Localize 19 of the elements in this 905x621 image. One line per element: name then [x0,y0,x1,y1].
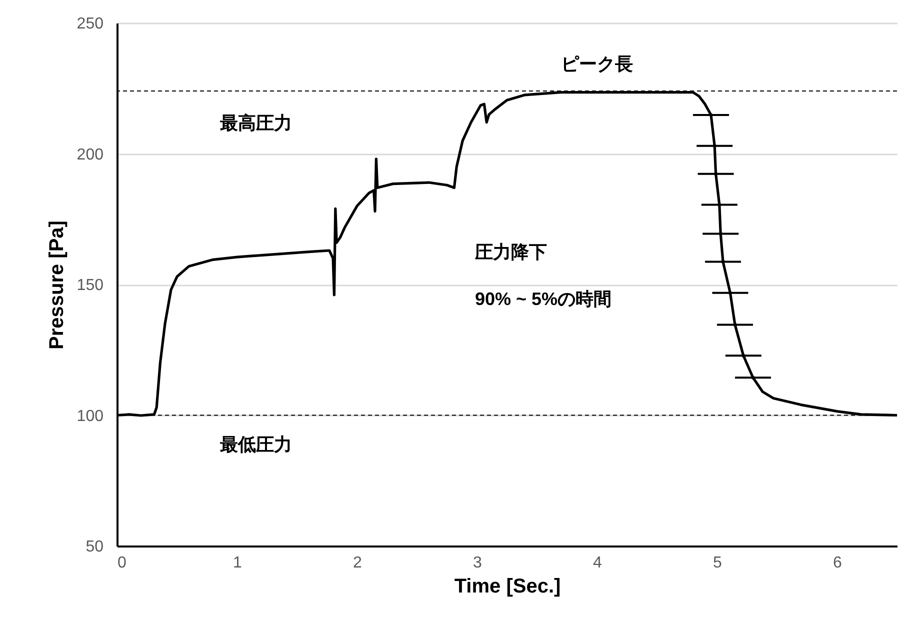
x-tick-label: 4 [593,554,602,572]
x-tick-label: 6 [833,554,842,572]
annotation: 90% ~ 5%の時間 [475,289,612,309]
x-tick-label: 0 [118,554,126,572]
annotation: ピーク長 [561,54,633,74]
y-tick-label: 250 [76,16,104,32]
y-tick-label: 150 [76,277,104,294]
y-tick-label: 100 [76,408,104,425]
x-tick-label: 2 [353,554,362,572]
x-tick-label: 1 [233,554,242,572]
y-axis-title: Pressure [Pa] [46,220,68,350]
x-tick-label: 3 [473,554,482,572]
annotation: 圧力降下 [474,242,547,262]
x-axis-title: Time [Sec.] [454,576,561,598]
x-tick-label: 5 [713,554,722,572]
ref-line-label: 最高圧力 [219,112,292,133]
ref-line-label: 最低圧力 [219,434,292,454]
y-tick-label: 200 [76,146,104,164]
y-tick-label: 50 [86,538,104,556]
